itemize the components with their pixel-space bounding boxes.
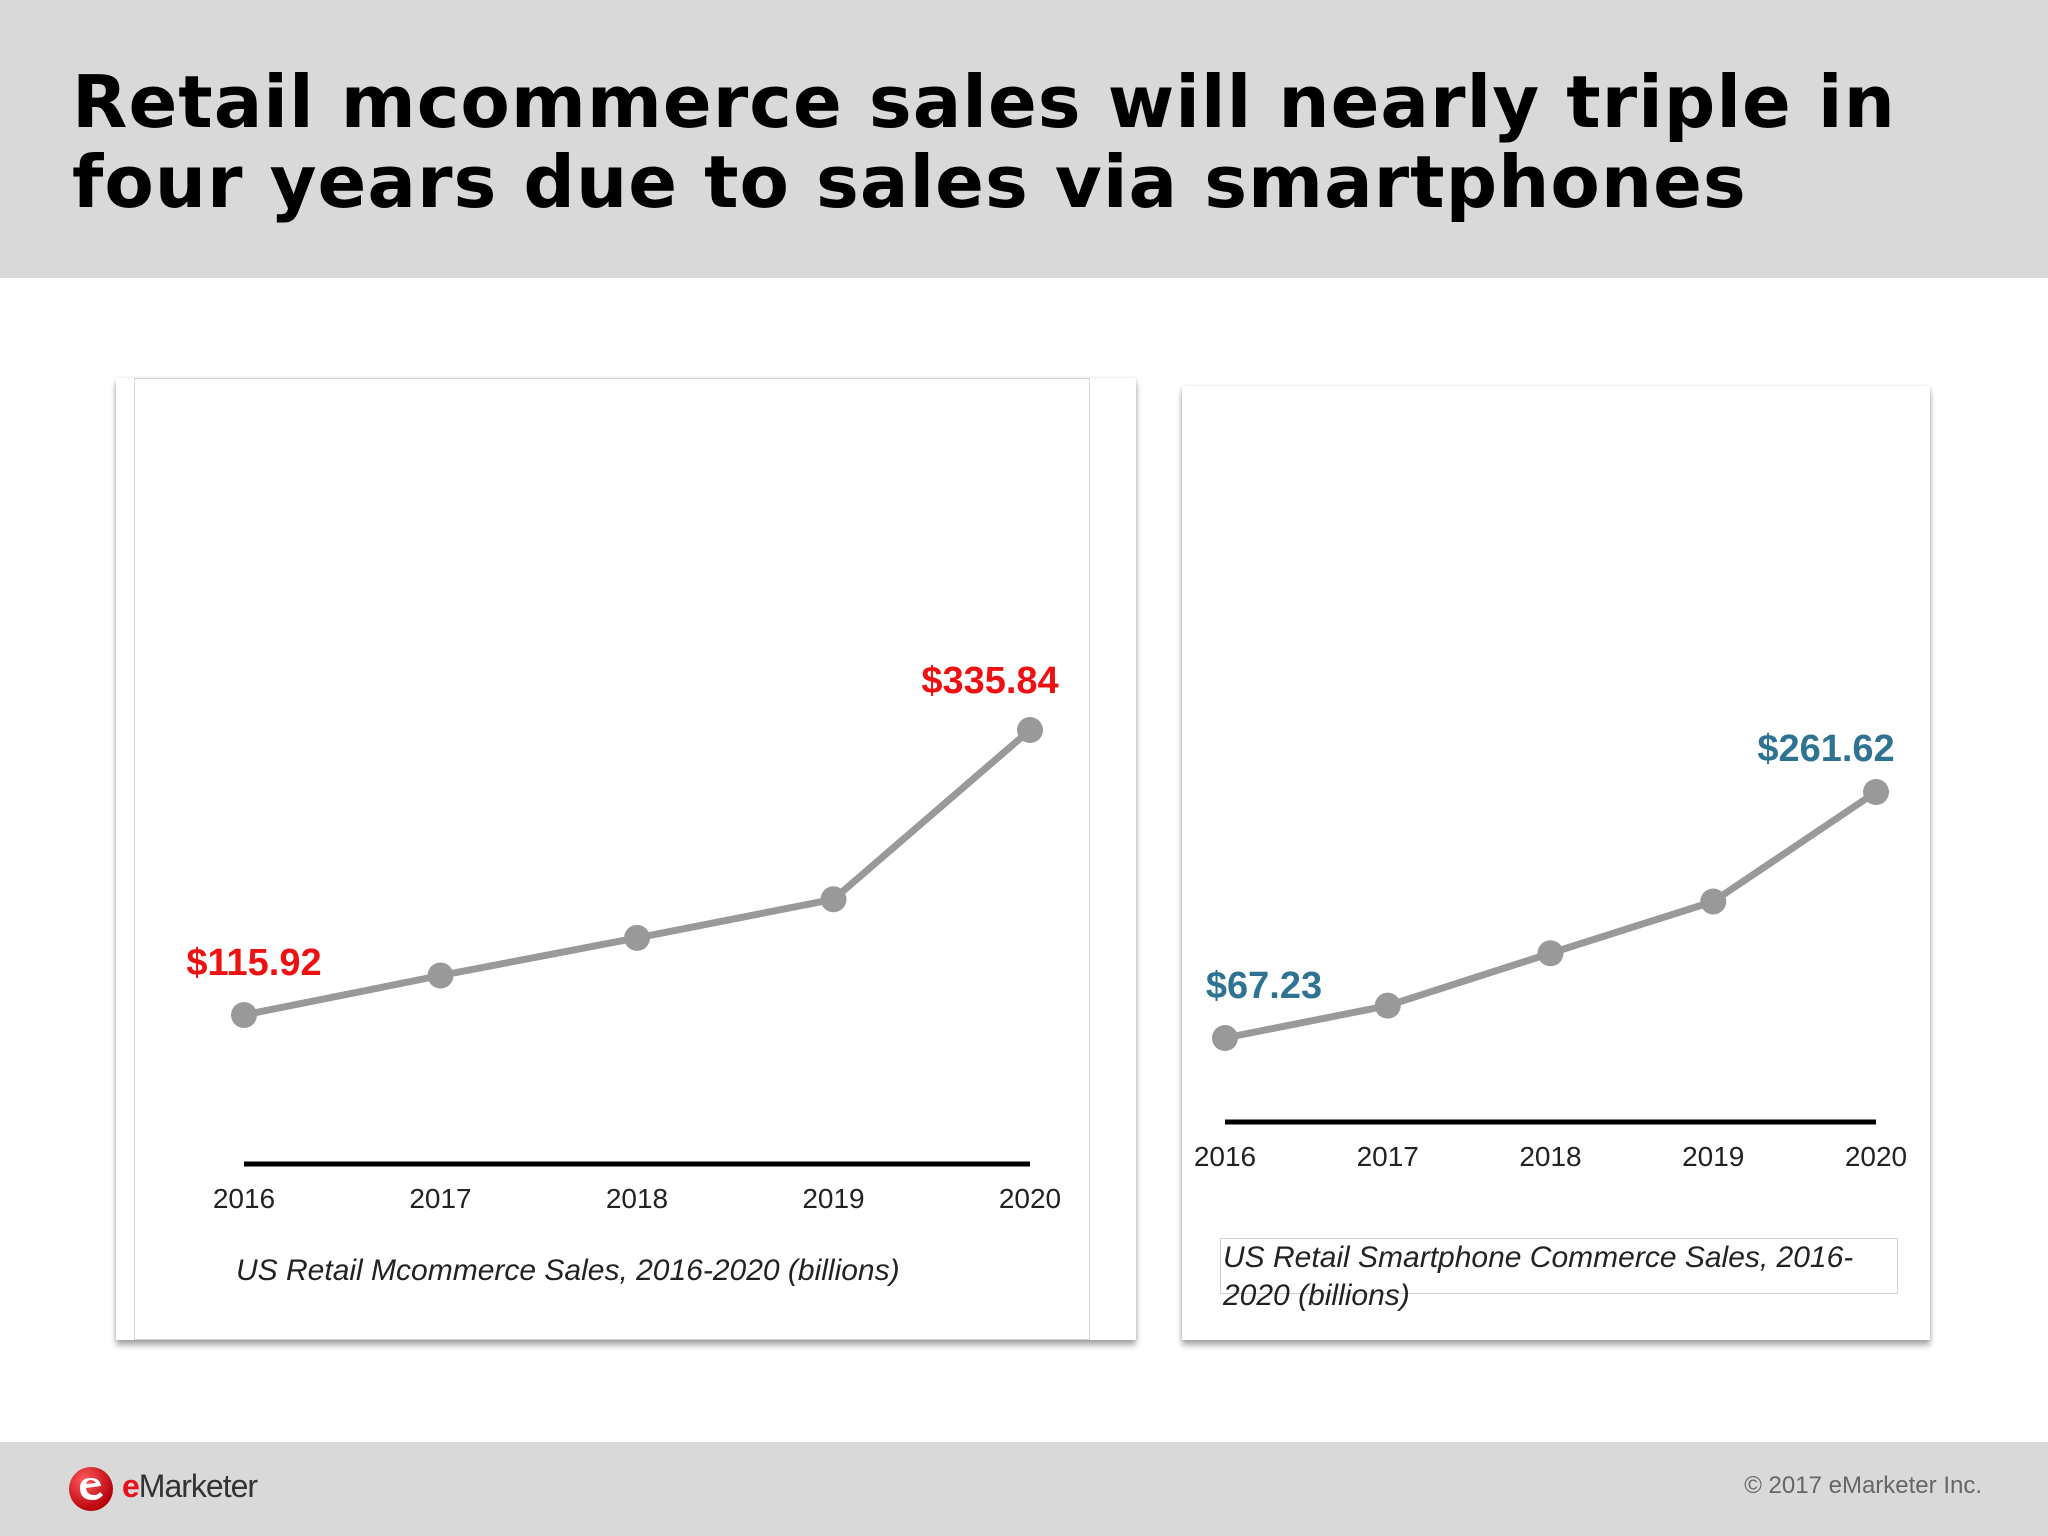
mcommerce-tick-label: 2020 xyxy=(999,1183,1061,1214)
smartphone-chart-panel: 2016 2017 2018 2019 2020 $67.23 $261.62 US Ret… xyxy=(1182,386,1930,1340)
smartphone-tick-label: 2018 xyxy=(1519,1141,1581,1172)
smartphone-data-label: $67.23 xyxy=(1206,965,1322,1007)
smartphone-line-chart: 2016 2017 2018 2019 2020 $67.23 $261.62 xyxy=(1194,728,1907,1172)
mcommerce-tick-label: 2017 xyxy=(409,1183,471,1214)
mcommerce-tick-label: 2016 xyxy=(213,1183,275,1214)
mcommerce-chart-title: US Retail Mcommerce Sales, 2016-2020 (bi… xyxy=(236,1254,900,1287)
mcommerce-series-line xyxy=(243,727,1033,1019)
smartphone-data-point xyxy=(1212,1025,1238,1051)
emarketer-logo-mark-icon xyxy=(69,1467,113,1511)
smartphone-chart-title: US Retail Smartphone Commerce Sales, 201… xyxy=(1220,1238,1898,1312)
slide-headline: Retail mcommerce sales will nearly tripl… xyxy=(72,60,1896,224)
mcommerce-data-point xyxy=(427,962,454,989)
smartphone-data-point xyxy=(1537,940,1564,967)
mcommerce-tick-label: 2019 xyxy=(802,1183,864,1214)
mcommerce-data-point xyxy=(820,886,847,913)
smartphone-series-line xyxy=(1224,789,1878,1042)
mcommerce-data-point xyxy=(1017,717,1043,743)
smartphone-tick-label: 2017 xyxy=(1357,1141,1419,1172)
mcommerce-data-point xyxy=(624,924,650,951)
title-banner: Retail mcommerce sales will nearly tripl… xyxy=(0,0,2048,278)
smartphone-data-label: $261.62 xyxy=(1757,728,1894,770)
emarketer-logo-text: eMarketer xyxy=(122,1468,258,1504)
smartphone-data-point xyxy=(1700,888,1727,915)
footer-bar xyxy=(0,1442,2048,1536)
mcommerce-data-label: $335.84 xyxy=(921,660,1058,702)
copyright-notice: © 2017 eMarketer Inc. xyxy=(1744,1472,1982,1499)
smartphone-tick-label: 2016 xyxy=(1194,1141,1256,1172)
smartphone-tick-label: 2020 xyxy=(1845,1141,1907,1172)
mcommerce-tick-label: 2018 xyxy=(606,1183,668,1214)
mcommerce-line-chart: 2016 2017 2018 2019 2020 $115.92 $335.84 xyxy=(186,660,1061,1214)
smartphone-tick-label: 2019 xyxy=(1682,1141,1744,1172)
chart-frame xyxy=(134,378,1090,1340)
mcommerce-data-label: $115.92 xyxy=(186,942,321,984)
mcommerce-chart-panel: 2016 2017 2018 2019 2020 $115.92 $335.84 US Re… xyxy=(116,378,1136,1340)
smartphone-data-point xyxy=(1863,779,1889,805)
smartphone-data-point xyxy=(1374,992,1401,1019)
emarketer-logo: eMarketer xyxy=(66,1464,286,1514)
mcommerce-data-point xyxy=(231,1002,257,1028)
